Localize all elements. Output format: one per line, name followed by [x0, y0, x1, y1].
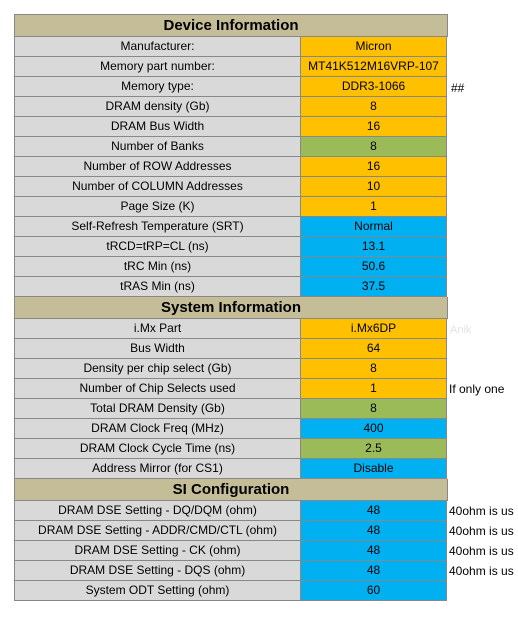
table-row: DRAM DSE Setting - CK (ohm) 48 — [15, 541, 448, 561]
field-value-cell[interactable]: 1 — [301, 379, 447, 399]
field-label: Address Mirror (for CS1) — [15, 459, 301, 479]
field-label: tRCD=tRP=CL (ns) — [15, 237, 301, 257]
table-row: Memory type: DDR3-1066 — [15, 77, 448, 97]
section-title-device-information: Device Information — [15, 15, 448, 37]
field-value-cell[interactable]: 64 — [301, 339, 447, 359]
dse-note-dq: 40ohm is us — [449, 504, 514, 518]
field-label: Bus Width — [15, 339, 301, 359]
table-row: DRAM Clock Cycle Time (ns) 2.5 — [15, 439, 448, 459]
field-label: Total DRAM Density (Gb) — [15, 399, 301, 419]
field-value-cell[interactable]: 48 — [301, 501, 447, 521]
field-value-cell[interactable]: 60 — [301, 581, 447, 601]
table-row: Density per chip select (Gb) 8 — [15, 359, 448, 379]
field-label: Memory part number: — [15, 57, 301, 77]
dse-note-addr: 40ohm is us — [449, 524, 514, 538]
field-value-cell[interactable]: 37.5 — [301, 277, 447, 297]
field-label: tRC Min (ns) — [15, 257, 301, 277]
section-title-si-configuration: SI Configuration — [15, 479, 448, 501]
field-label: Memory type: — [15, 77, 301, 97]
field-value-cell[interactable]: 8 — [301, 97, 447, 117]
table-row: Page Size (K) 1 — [15, 197, 448, 217]
field-label: tRAS Min (ns) — [15, 277, 301, 297]
table-row: tRAS Min (ns) 37.5 — [15, 277, 448, 297]
table-row: System ODT Setting (ohm) 60 — [15, 581, 448, 601]
field-label: Number of Banks — [15, 137, 301, 157]
table-row: Address Mirror (for CS1) Disable — [15, 459, 448, 479]
field-value-cell[interactable]: 8 — [301, 399, 447, 419]
field-label: Page Size (K) — [15, 197, 301, 217]
field-label: DRAM DSE Setting - DQS (ohm) — [15, 561, 301, 581]
system-information-rows: i.Mx Part i.Mx6DP Bus Width 64 Density per c… — [15, 319, 448, 479]
field-label: Density per chip select (Gb) — [15, 359, 301, 379]
field-value-cell[interactable]: 48 — [301, 521, 447, 541]
device-information-rows: Manufacturer: Micron Memory part number: MT… — [15, 37, 448, 297]
field-label: Number of COLUMN Addresses — [15, 177, 301, 197]
table-row: DRAM Bus Width 16 — [15, 117, 448, 137]
field-value-cell[interactable]: 1 — [301, 197, 447, 217]
field-value-cell[interactable]: 13.1 — [301, 237, 447, 257]
spreadsheet-table: Device Information Manufacturer: Micron Me… — [14, 14, 448, 601]
field-label: Number of Chip Selects used — [15, 379, 301, 399]
field-value-cell[interactable]: Disable — [301, 459, 447, 479]
table-row: Number of Chip Selects used 1 — [15, 379, 448, 399]
field-value-cell[interactable]: MT41K512M16VRP-107 — [301, 57, 447, 77]
field-value-cell[interactable]: 16 — [301, 117, 447, 137]
field-label: Number of ROW Addresses — [15, 157, 301, 177]
field-label: DRAM density (Gb) — [15, 97, 301, 117]
table-row: DRAM DSE Setting - DQS (ohm) 48 — [15, 561, 448, 581]
field-value-cell[interactable]: 16 — [301, 157, 447, 177]
field-label: System ODT Setting (ohm) — [15, 581, 301, 601]
field-value-cell[interactable]: 400 — [301, 419, 447, 439]
table-row: Manufacturer: Micron — [15, 37, 448, 57]
table-row: Bus Width 64 — [15, 339, 448, 359]
table-row: Self-Refresh Temperature (SRT) Normal — [15, 217, 448, 237]
table-row: Total DRAM Density (Gb) 8 — [15, 399, 448, 419]
table-row: Number of Banks 8 — [15, 137, 448, 157]
dse-note-dqs: 40ohm is us — [449, 564, 514, 578]
field-label: DRAM DSE Setting - DQ/DQM (ohm) — [15, 501, 301, 521]
chip-select-note: If only one — [449, 382, 505, 396]
field-label: DRAM Clock Freq (MHz) — [15, 419, 301, 439]
table-row: Number of COLUMN Addresses 10 — [15, 177, 448, 197]
field-label: Manufacturer: — [15, 37, 301, 57]
field-label: DRAM Bus Width — [15, 117, 301, 137]
table-row: DRAM DSE Setting - ADDR/CMD/CTL (ohm) 48 — [15, 521, 448, 541]
field-label: DRAM DSE Setting - CK (ohm) — [15, 541, 301, 561]
field-value-cell[interactable]: 8 — [301, 359, 447, 379]
field-value-cell[interactable]: 50.6 — [301, 257, 447, 277]
field-value-cell[interactable]: Micron — [301, 37, 447, 57]
field-label: DRAM DSE Setting - ADDR/CMD/CTL (ohm) — [15, 521, 301, 541]
field-value-cell[interactable]: DDR3-1066 — [301, 77, 447, 97]
table-row: tRCD=tRP=CL (ns) 13.1 — [15, 237, 448, 257]
si-configuration-rows: DRAM DSE Setting - DQ/DQM (ohm) 48 DRAM DS… — [15, 501, 448, 601]
field-value-cell[interactable]: 8 — [301, 137, 447, 157]
field-value-cell[interactable]: 2.5 — [301, 439, 447, 459]
table-row: tRC Min (ns) 50.6 — [15, 257, 448, 277]
section-title-system-information: System Information — [15, 297, 448, 319]
table-row: Memory part number: MT41K512M16VRP-107 — [15, 57, 448, 77]
field-value-cell[interactable]: 48 — [301, 561, 447, 581]
table-row: DRAM DSE Setting - DQ/DQM (ohm) 48 — [15, 501, 448, 521]
table-row: Number of ROW Addresses 16 — [15, 157, 448, 177]
memory-type-flag: ## — [451, 81, 465, 95]
table-row: i.Mx Part i.Mx6DP — [15, 319, 448, 339]
table-row: DRAM density (Gb) 8 — [15, 97, 448, 117]
field-value-cell[interactable]: 10 — [301, 177, 447, 197]
table-row: DRAM Clock Freq (MHz) 400 — [15, 419, 448, 439]
field-value-cell[interactable]: Normal — [301, 217, 447, 237]
field-value-cell[interactable]: i.Mx6DP — [301, 319, 447, 339]
field-value-cell[interactable]: 48 — [301, 541, 447, 561]
field-label: DRAM Clock Cycle Time (ns) — [15, 439, 301, 459]
field-label: Self-Refresh Temperature (SRT) — [15, 217, 301, 237]
ghost-text: Anik — [450, 324, 472, 336]
dse-note-ck: 40ohm is us — [449, 544, 514, 558]
field-label: i.Mx Part — [15, 319, 301, 339]
